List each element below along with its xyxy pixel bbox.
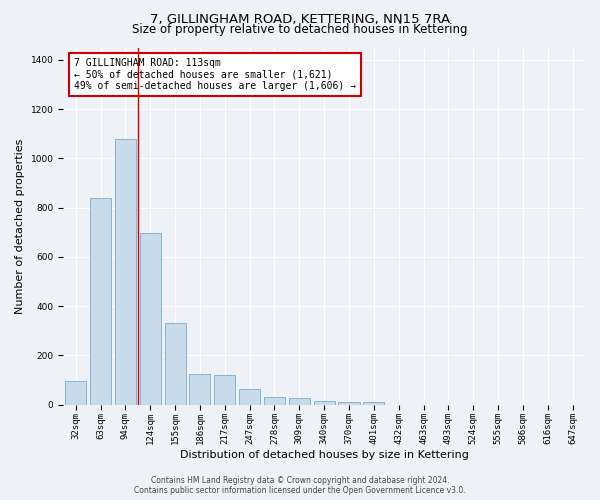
Y-axis label: Number of detached properties: Number of detached properties [15, 138, 25, 314]
Bar [363, 402, 385, 404]
Bar [115, 138, 136, 404]
Text: Size of property relative to detached houses in Kettering: Size of property relative to detached ho… [132, 22, 468, 36]
Bar [289, 398, 310, 404]
Bar [239, 388, 260, 404]
Bar [264, 397, 285, 404]
Bar [90, 198, 111, 404]
Bar [140, 234, 161, 404]
Bar [164, 324, 185, 404]
X-axis label: Distribution of detached houses by size in Kettering: Distribution of detached houses by size … [180, 450, 469, 460]
Bar [214, 375, 235, 404]
Bar [338, 402, 359, 404]
Bar [314, 401, 335, 404]
Text: 7 GILLINGHAM ROAD: 113sqm
← 50% of detached houses are smaller (1,621)
49% of se: 7 GILLINGHAM ROAD: 113sqm ← 50% of detac… [74, 58, 356, 92]
Bar [190, 374, 211, 404]
Text: Contains HM Land Registry data © Crown copyright and database right 2024.
Contai: Contains HM Land Registry data © Crown c… [134, 476, 466, 495]
Text: 7, GILLINGHAM ROAD, KETTERING, NN15 7RA: 7, GILLINGHAM ROAD, KETTERING, NN15 7RA [150, 12, 450, 26]
Bar [65, 381, 86, 404]
